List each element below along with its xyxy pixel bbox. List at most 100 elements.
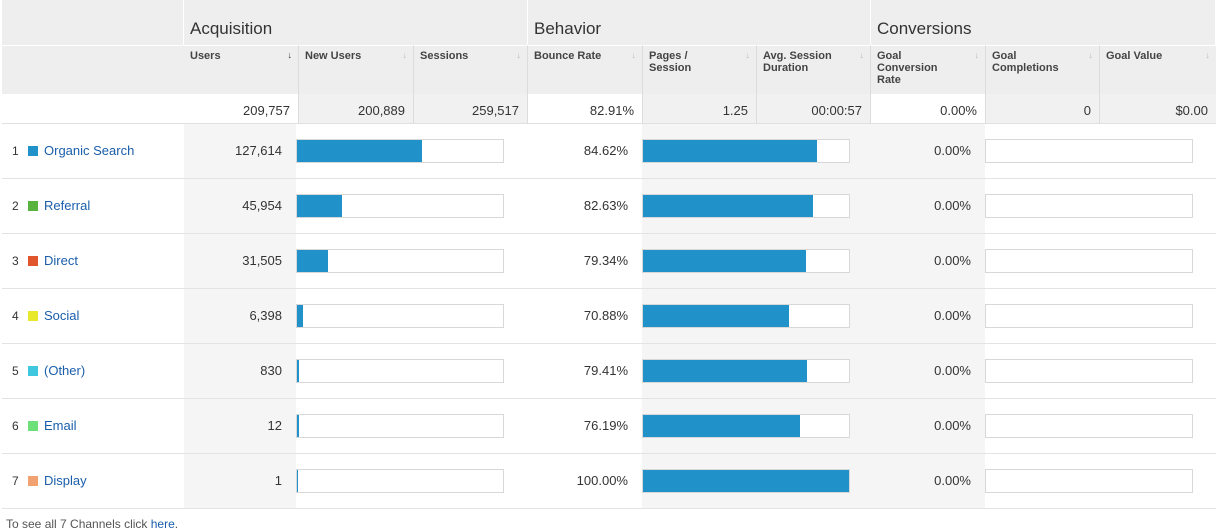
channel-link[interactable]: Direct bbox=[44, 253, 78, 268]
users-value: 830 bbox=[260, 363, 282, 378]
column-header-new-users[interactable]: New Users ↓ bbox=[299, 45, 414, 94]
column-title-goal-completions: Goal Completions bbox=[992, 50, 1059, 74]
users-value: 31,505 bbox=[242, 253, 282, 268]
bounce-share-cell bbox=[642, 179, 871, 233]
column-header-avg-session-duration[interactable]: Avg. Session Duration ↓ bbox=[757, 45, 871, 94]
bounce-rate-value: 76.19% bbox=[583, 418, 628, 433]
totals-sessions-value: 259,517 bbox=[472, 103, 519, 118]
column-header-bounce-rate[interactable]: Bounce Rate ↓ bbox=[528, 45, 643, 94]
totals-goal-completions-value: 0 bbox=[1083, 103, 1091, 118]
totals-pages-session: 1.25 bbox=[643, 94, 757, 124]
totals-sessions: 259,517 bbox=[414, 94, 528, 124]
bounce-share-bar-track bbox=[642, 304, 850, 328]
group-title-acquisition: Acquisition bbox=[190, 19, 273, 38]
totals-row: 209,757 200,889 259,517 82.91% 1.25 00:0… bbox=[2, 94, 1216, 124]
users-share-bar bbox=[297, 250, 328, 272]
column-header-users[interactable]: Users ↓ bbox=[184, 45, 299, 94]
bounce-share-bar-track bbox=[642, 139, 850, 163]
bounce-rate-value: 82.63% bbox=[583, 198, 628, 213]
sort-icon[interactable]: ↓ bbox=[516, 50, 522, 60]
totals-goal-value-value: $0.00 bbox=[1175, 103, 1208, 118]
totals-avg-session-duration-value: 00:00:57 bbox=[811, 103, 862, 118]
users-share-bar-track bbox=[296, 139, 504, 163]
bounce-share-bar-track bbox=[642, 249, 850, 273]
sort-icon[interactable]: ↓ bbox=[1205, 50, 1211, 60]
table-row: 3 Direct 31,505 79.34% 0.00% bbox=[2, 234, 1216, 289]
group-header-row: Acquisition Behavior Conversions bbox=[2, 0, 1216, 45]
table-row: 4 Social 6,398 70.88% 0.00% bbox=[2, 289, 1216, 344]
goal-conversion-rate-cell: 0.00% bbox=[871, 179, 985, 233]
totals-new-users: 200,889 bbox=[299, 94, 414, 124]
channel-cell: 7 Display bbox=[2, 454, 184, 508]
goal-conversion-rate-value: 0.00% bbox=[934, 308, 971, 323]
conversion-share-bar-track bbox=[985, 469, 1193, 493]
users-share-bar bbox=[297, 195, 342, 217]
bounce-share-bar bbox=[643, 415, 800, 437]
bounce-share-cell bbox=[642, 234, 871, 288]
bounce-share-bar bbox=[643, 305, 789, 327]
bounce-rate-cell: 84.62% bbox=[528, 124, 642, 178]
column-header-pages-session[interactable]: Pages / Session ↓ bbox=[643, 45, 757, 94]
users-share-bar-track bbox=[296, 249, 504, 273]
bounce-share-bar bbox=[643, 195, 813, 217]
totals-goal-value: $0.00 bbox=[1100, 94, 1216, 124]
users-cell: 12 bbox=[184, 399, 296, 453]
sort-icon[interactable]: ↓ bbox=[745, 50, 751, 60]
users-share-bar bbox=[297, 415, 299, 437]
row-number: 4 bbox=[12, 309, 19, 323]
sort-icon[interactable]: ↓ bbox=[402, 50, 408, 60]
channel-link[interactable]: Display bbox=[44, 473, 87, 488]
channel-link[interactable]: Social bbox=[44, 308, 80, 323]
channel-cell: 3 Direct bbox=[2, 234, 184, 288]
users-value: 1 bbox=[274, 473, 282, 488]
users-cell: 6,398 bbox=[184, 289, 296, 343]
totals-bounce-rate-value: 82.91% bbox=[589, 103, 634, 118]
channel-cell: 4 Social bbox=[2, 289, 184, 343]
row-number: 2 bbox=[12, 199, 19, 213]
conversion-share-bar-track bbox=[985, 139, 1193, 163]
channel-link[interactable]: Email bbox=[44, 418, 77, 433]
column-title-sessions: Sessions bbox=[420, 50, 469, 62]
users-value: 12 bbox=[267, 418, 282, 433]
column-header-sessions[interactable]: Sessions ↓ bbox=[414, 45, 528, 94]
table-row: 1 Organic Search 127,614 84.62% 0.00% bbox=[2, 124, 1216, 179]
see-all-channels-link[interactable]: here bbox=[150, 517, 175, 531]
column-header-goal-conversion-rate[interactable]: Goal Conversion Rate ↓ bbox=[871, 45, 986, 94]
bounce-rate-value: 70.88% bbox=[583, 308, 628, 323]
conversion-share-bar-track bbox=[985, 249, 1193, 273]
sort-icon[interactable]: ↓ bbox=[974, 50, 980, 60]
group-header-blank bbox=[2, 0, 184, 45]
channel-link[interactable]: Referral bbox=[44, 198, 91, 213]
table-row: 5 (Other) 830 79.41% 0.00% bbox=[2, 344, 1216, 399]
channel-cell: 1 Organic Search bbox=[2, 124, 184, 178]
users-share-bar bbox=[297, 140, 422, 162]
channel-color-swatch bbox=[28, 476, 38, 486]
goal-conversion-rate-cell: 0.00% bbox=[871, 289, 985, 343]
users-value: 45,954 bbox=[242, 198, 282, 213]
totals-bounce-rate: 82.91% bbox=[528, 94, 643, 124]
users-cell: 830 bbox=[184, 344, 296, 398]
conversion-share-cell bbox=[985, 454, 1216, 508]
channel-color-swatch bbox=[28, 366, 38, 376]
sort-icon[interactable]: ↓ bbox=[1088, 50, 1094, 60]
column-title-goal-value: Goal Value bbox=[1106, 50, 1163, 62]
channel-link[interactable]: Organic Search bbox=[44, 143, 135, 158]
bounce-rate-cell: 79.34% bbox=[528, 234, 642, 288]
bounce-share-bar bbox=[643, 250, 806, 272]
bounce-rate-value: 79.34% bbox=[583, 253, 628, 268]
conversion-share-cell bbox=[985, 234, 1216, 288]
conversion-share-bar-track bbox=[985, 194, 1193, 218]
column-header-goal-completions[interactable]: Goal Completions ↓ bbox=[986, 45, 1100, 94]
bounce-share-bar bbox=[643, 360, 807, 382]
sort-icon[interactable]: ↓ bbox=[631, 50, 637, 60]
sort-desc-icon[interactable]: ↓ bbox=[287, 50, 293, 60]
footer-suffix: . bbox=[174, 517, 179, 531]
column-header-row: Users ↓ New Users ↓ Sessions ↓ Bounce Ra… bbox=[2, 45, 1216, 94]
column-header-goal-value[interactable]: Goal Value ↓ bbox=[1100, 45, 1216, 94]
users-share-bar-track bbox=[296, 414, 504, 438]
conversion-share-bar-track bbox=[985, 359, 1193, 383]
conversion-share-bar-track bbox=[985, 304, 1193, 328]
channel-link[interactable]: (Other) bbox=[44, 363, 86, 378]
sort-icon[interactable]: ↓ bbox=[859, 50, 865, 60]
totals-pages-session-value: 1.25 bbox=[722, 103, 748, 118]
